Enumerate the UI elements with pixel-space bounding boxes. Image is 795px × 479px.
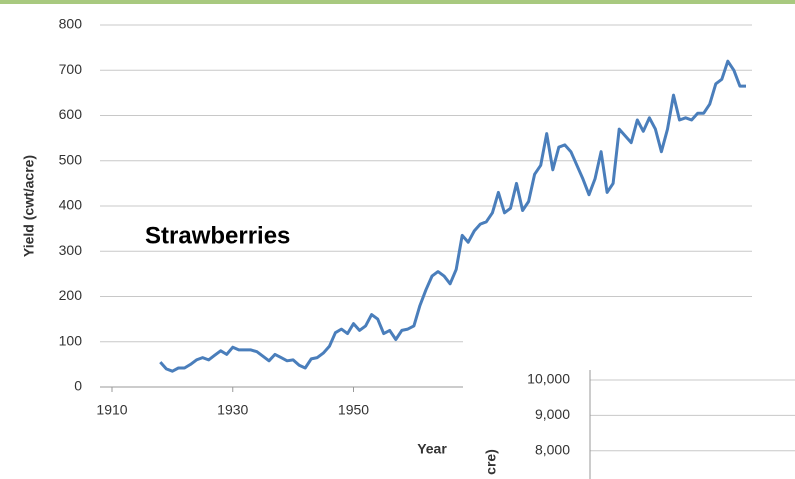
overlay-panel: [463, 340, 795, 479]
y-tick-label: 300: [59, 242, 83, 258]
x-axis-label: Year: [417, 441, 447, 457]
y-tick-label: 700: [59, 61, 83, 77]
y-tick-label: 500: [59, 151, 83, 167]
y-tick-label: 10,000: [527, 371, 570, 387]
y-tick-label: 800: [59, 16, 83, 32]
y-axis-label: cre): [483, 449, 499, 475]
y-axis-label: Yield (cwt/acre): [21, 155, 37, 257]
y-tick-label: 8,000: [535, 441, 570, 457]
y-tick-label: 200: [59, 287, 83, 303]
x-tick-label: 1950: [338, 402, 369, 418]
x-tick-label: 1910: [96, 402, 127, 418]
y-tick-label: 9,000: [535, 406, 570, 422]
x-tick-label: 1930: [217, 402, 248, 418]
y-tick-label: 400: [59, 197, 83, 213]
y-tick-label: 0: [74, 378, 82, 394]
top-border: [0, 0, 795, 4]
annotation: Strawberries: [145, 222, 290, 249]
data-line: [159, 59, 746, 373]
y-tick-label: 100: [59, 332, 83, 348]
y-tick-label: 600: [59, 106, 83, 122]
